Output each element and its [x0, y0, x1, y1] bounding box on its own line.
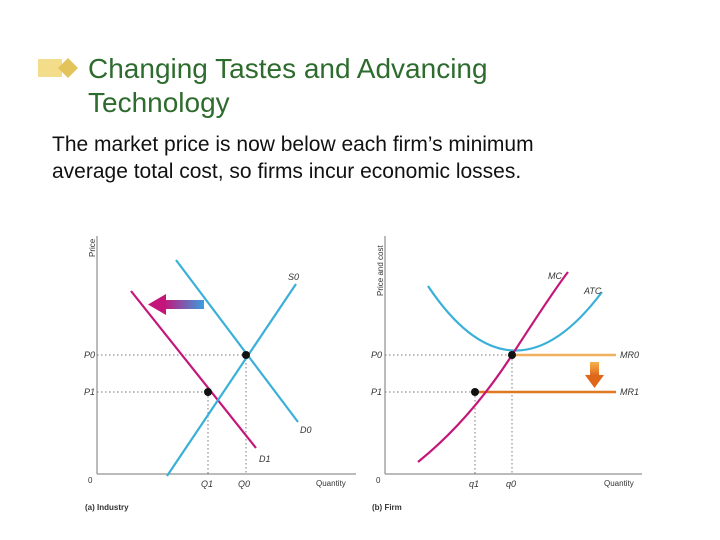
firm-q1-label: q1 — [469, 479, 479, 489]
firm-p1-label: P1 — [371, 387, 382, 397]
industry-p0-label: P0 — [84, 350, 95, 360]
slide-body-text: The market price is now below each firm’… — [52, 131, 692, 185]
firm-mc-curve — [417, 271, 569, 463]
firm-atc-curve — [427, 285, 603, 352]
slide-title-line-1: Changing Tastes and Advancing — [88, 53, 488, 84]
industry-y-axis-label: Price — [88, 238, 97, 257]
slide-title-line-2: Technology — [88, 87, 230, 118]
industry-panel: Price Quantity 0 P0 P1 Q0 Q1 S0 D0 D1 (a… — [84, 236, 356, 512]
firm-caption: (b) Firm — [372, 503, 402, 512]
industry-d0-label: D0 — [300, 425, 312, 435]
firm-mr1-label: MR1 — [620, 387, 639, 397]
firm-q0-label: q0 — [506, 479, 516, 489]
firm-atc-label: ATC — [583, 286, 602, 296]
firm-mc-label: MC — [548, 271, 562, 281]
firm-panel: Price and cost Quantity 0 P0 P1 q0 q1 MC… — [371, 236, 642, 512]
firm-p0-label: P0 — [371, 350, 382, 360]
industry-q0-label: Q0 — [238, 479, 250, 489]
demand-shift-arrow-icon — [148, 294, 204, 315]
slide-body-line-2: average total cost, so firms incur econo… — [52, 160, 522, 183]
industry-new-equilibrium-point — [204, 388, 212, 396]
industry-origin-label: 0 — [88, 476, 93, 485]
industry-p1-label: P1 — [84, 387, 95, 397]
industry-initial-equilibrium-point — [242, 351, 250, 359]
industry-q1-label: Q1 — [201, 479, 213, 489]
industry-demand-curve-d1 — [130, 290, 257, 449]
firm-y-axis-label: Price and cost — [376, 245, 385, 296]
industry-x-axis-label: Quantity — [316, 479, 346, 488]
firm-origin-label: 0 — [376, 476, 381, 485]
industry-s0-label: S0 — [288, 272, 299, 282]
firm-new-point — [471, 388, 479, 396]
firm-x-axis-label: Quantity — [604, 479, 634, 488]
industry-supply-curve-s0 — [166, 283, 297, 477]
bullet-arrow-icon — [38, 58, 78, 78]
slide-body-line-1: The market price is now below each firm’… — [52, 133, 534, 156]
industry-caption: (a) Industry — [85, 503, 129, 512]
slide-title: Changing Tastes and Advancing Technology — [88, 52, 688, 120]
firm-mr0-label: MR0 — [620, 350, 639, 360]
industry-demand-curve-d0 — [175, 259, 299, 423]
industry-d1-label: D1 — [259, 454, 271, 464]
firm-initial-point — [508, 351, 516, 359]
price-drop-arrow-icon — [585, 362, 604, 388]
